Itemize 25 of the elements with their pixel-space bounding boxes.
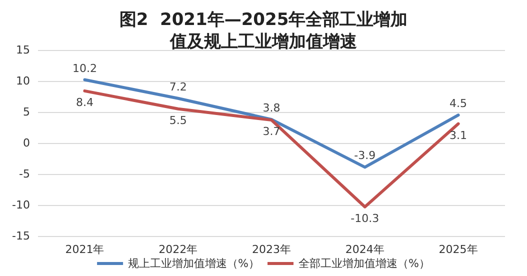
y-tick-label: 15 bbox=[16, 44, 30, 56]
data-label: 3.8 bbox=[262, 101, 280, 114]
x-tick-label: 2022年 bbox=[158, 243, 198, 256]
y-tick-label: -10 bbox=[12, 198, 30, 212]
y-tick-label: -5 bbox=[19, 168, 30, 180]
data-label: 4.5 bbox=[450, 97, 468, 110]
data-label: 3.1 bbox=[450, 128, 468, 142]
y-tick-label: 5 bbox=[23, 106, 30, 118]
data-label: -10.3 bbox=[350, 212, 380, 225]
chart-title: 图2 2021年—2025年全部工业增加值及规上工业增加值增速 bbox=[119, 10, 408, 52]
data-label: 7.2 bbox=[169, 80, 187, 94]
x-tick-label: 2023年 bbox=[252, 243, 291, 256]
data-label: 5.5 bbox=[169, 114, 187, 127]
data-label: 8.4 bbox=[76, 96, 94, 109]
y-tick-label: 10 bbox=[16, 74, 30, 88]
data-label: 10.2 bbox=[72, 62, 97, 75]
data-label: 3.7 bbox=[262, 125, 280, 138]
legend-label: 全部工业增加值增速（%） bbox=[298, 257, 430, 270]
data-label: -3.9 bbox=[354, 149, 376, 162]
y-tick-label: 0 bbox=[23, 136, 30, 150]
x-tick-label: 2021年 bbox=[65, 243, 104, 256]
x-tick-label: 2024年 bbox=[345, 243, 384, 256]
y-tick-label: -15 bbox=[12, 230, 30, 242]
x-tick-label: 2025年 bbox=[438, 243, 478, 256]
legend-label: 规上工业增加值增速（%） bbox=[128, 257, 260, 270]
